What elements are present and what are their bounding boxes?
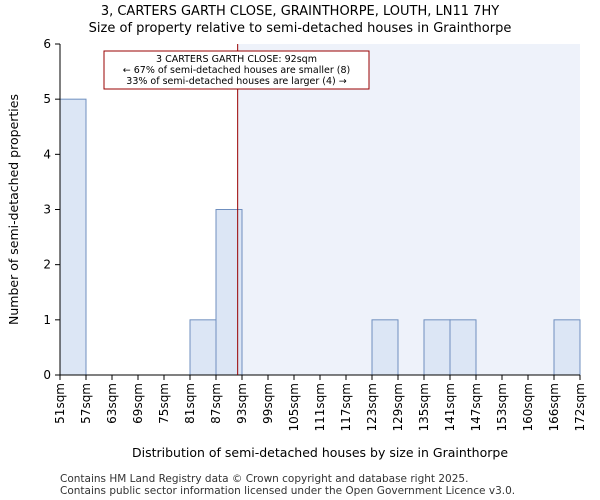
x-tick-label: 135sqm xyxy=(417,383,431,431)
y-tick-label: 3 xyxy=(43,203,51,217)
x-tick-label: 105sqm xyxy=(287,383,301,431)
x-tick-label: 147sqm xyxy=(469,383,483,431)
y-tick-label: 6 xyxy=(43,37,51,51)
x-tick-label: 123sqm xyxy=(365,383,379,431)
annotation-line3: 33% of semi-detached houses are larger (… xyxy=(126,76,346,87)
x-tick-label: 87sqm xyxy=(209,383,223,424)
x-tick-label: 93sqm xyxy=(235,383,249,424)
bar-141sqm xyxy=(449,319,477,376)
y-tick-label: 0 xyxy=(43,368,51,382)
annotation-line1: 3 CARTERS GARTH CLOSE: 92sqm xyxy=(156,54,317,65)
bar-135sqm xyxy=(423,319,451,376)
x-tick-label: 117sqm xyxy=(339,383,353,431)
annotation-line2: ← 67% of semi-detached houses are smalle… xyxy=(123,65,351,76)
x-tick-label: 69sqm xyxy=(131,383,145,424)
x-tick-label: 111sqm xyxy=(313,383,327,431)
x-tick-label: 141sqm xyxy=(443,383,457,431)
annotation-box-frame xyxy=(103,50,370,90)
x-tick-label: 99sqm xyxy=(261,383,275,424)
chart-title-line1: 3, CARTERS GARTH CLOSE, GRAINTHORPE, LOU… xyxy=(100,4,500,19)
y-tick-label: 5 xyxy=(43,92,51,106)
x-tick-label: 63sqm xyxy=(105,383,119,424)
x-tick-label: 160sqm xyxy=(521,383,535,431)
x-tick-label: 129sqm xyxy=(391,383,405,431)
x-tick-label: 57sqm xyxy=(79,383,93,424)
larger-region-background xyxy=(237,44,580,375)
y-axis-label: Number of semi-detached properties xyxy=(6,94,21,325)
bar-166sqm xyxy=(553,319,581,376)
footer-line1: Contains HM Land Registry data © Crown c… xyxy=(60,473,469,485)
bar-51sqm xyxy=(59,98,87,376)
x-tick-label: 51sqm xyxy=(53,383,67,424)
x-tick-label: 153sqm xyxy=(495,383,509,431)
footer-line2: Contains public sector information licen… xyxy=(60,485,516,497)
x-tick-label: 81sqm xyxy=(183,383,197,424)
chart-title-line2: Size of property relative to semi-detach… xyxy=(88,21,512,36)
bar-123sqm xyxy=(371,319,399,376)
y-tick-label: 2 xyxy=(43,258,51,272)
annotation-box: 3 CARTERS GARTH CLOSE: 92sqm ← 67% of se… xyxy=(103,50,370,90)
y-tick-label: 4 xyxy=(43,147,51,161)
x-axis-label: Distribution of semi-detached houses by … xyxy=(132,445,508,460)
x-tick-label: 166sqm xyxy=(547,383,561,431)
x-tick-label: 75sqm xyxy=(157,383,171,424)
x-tick-label: 172sqm xyxy=(573,383,587,431)
bar-81sqm xyxy=(189,319,217,376)
y-tick-label: 1 xyxy=(43,313,51,327)
